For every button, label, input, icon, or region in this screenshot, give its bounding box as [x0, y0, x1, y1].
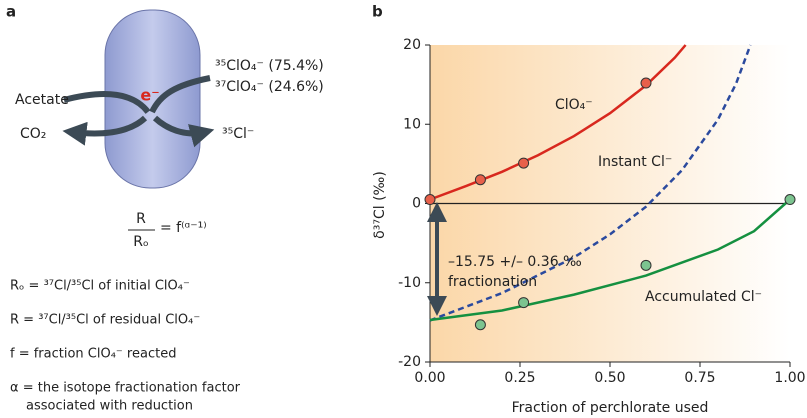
x-tick-label: 0.75	[684, 370, 715, 386]
y-tick-label: -10	[398, 275, 421, 291]
panel-label: b	[372, 3, 383, 21]
y-tick-label: 0	[412, 196, 421, 212]
acetate-arrow	[63, 91, 151, 114]
x-tick-label: 0.25	[504, 370, 535, 386]
substrate-label: ³⁵ClO₄⁻ (75.4%)	[215, 58, 324, 74]
data-point	[424, 194, 436, 206]
data-point	[784, 194, 796, 206]
definition: f = fraction ClO₄⁻ reacted	[10, 347, 176, 362]
x-axis-label: Fraction of perchlorate used	[512, 400, 709, 416]
donor-label: Acetate	[15, 92, 69, 108]
data-point	[640, 259, 652, 271]
equation-numerator: R	[136, 211, 146, 227]
definition: R = ³⁷Cl/³⁵Cl of residual ClO₄⁻	[10, 313, 200, 328]
y-tick-label: -20	[398, 354, 421, 370]
series-line	[429, 44, 752, 322]
cell	[104, 9, 201, 189]
series-label: Accumulated Cl⁻	[645, 289, 762, 305]
product-label: CO₂	[20, 126, 46, 142]
y-axis-label: δ³⁷Cl (‰)	[372, 171, 388, 239]
perchlorate-arrow	[149, 75, 211, 114]
definition: α = the isotope fractionation factor	[10, 381, 241, 396]
series-label: Instant Cl⁻	[598, 154, 672, 170]
data-point	[474, 174, 486, 186]
chloride-arrow	[152, 115, 215, 148]
x-tick-label: 1.00	[774, 370, 805, 386]
definition: associated with reduction	[26, 399, 193, 414]
series-line	[429, 198, 791, 322]
data-point	[518, 157, 530, 169]
y-tick-label: 20	[403, 37, 421, 53]
data-point	[474, 319, 486, 331]
annotation: –15.75 +/– 0.36 ‰	[448, 254, 582, 270]
annotation: fractionation	[448, 274, 537, 290]
electron: e⁻	[140, 86, 159, 105]
product-label: ³⁵Cl⁻	[222, 126, 254, 142]
substrate-label: ³⁷ClO₄⁻ (24.6%)	[215, 79, 324, 95]
equation-denominator: Rₒ	[133, 234, 149, 250]
definition: Rₒ = ³⁷Cl/³⁵Cl of initial ClO₄⁻	[10, 279, 190, 294]
x-tick-label: 0.50	[594, 370, 625, 386]
co2-arrow	[62, 115, 148, 146]
series-label: ClO₄⁻	[555, 97, 593, 113]
panel-label: a	[6, 3, 16, 21]
equation-right: = f⁽ᵅ⁻¹⁾	[160, 220, 207, 236]
data-point	[640, 77, 652, 89]
y-tick-label: 10	[403, 116, 421, 132]
x-tick-label: 0.00	[414, 370, 445, 386]
data-point	[518, 297, 530, 309]
